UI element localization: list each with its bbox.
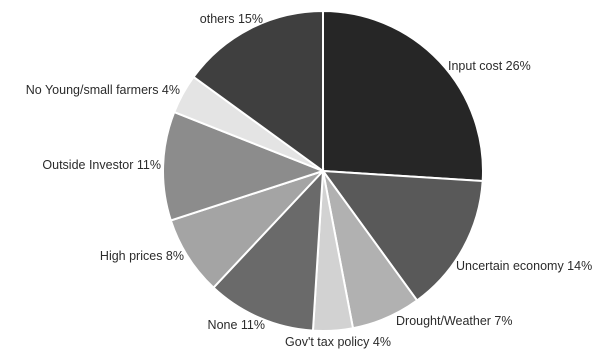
slice-label-gov-t-tax-policy: Gov't tax policy 4% — [285, 335, 391, 349]
slice-label-input-cost: Input cost 26% — [448, 59, 531, 73]
slice-label-drought-weather: Drought/Weather 7% — [396, 314, 513, 328]
pie-slice-outside-investor — [162, 110, 326, 222]
slice-label-others: others 15% — [200, 12, 263, 26]
slice-label-outside-investor: Outside Investor 11% — [42, 158, 161, 172]
pie-slice-input-cost — [322, 9, 484, 183]
pie-slice-uncertain-economy — [320, 169, 484, 302]
pie-slice-none — [212, 168, 325, 332]
slice-label-none: None 11% — [208, 318, 265, 332]
pie-slice-others — [192, 9, 324, 173]
slice-label-no-young-small-farmers: No Young/small farmers 4% — [26, 83, 180, 97]
slice-label-high-prices: High prices 8% — [100, 249, 184, 263]
slice-label-uncertain-economy: Uncertain economy 14% — [456, 259, 592, 273]
